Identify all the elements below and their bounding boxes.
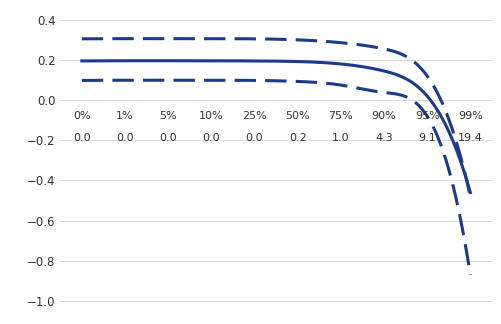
Text: 99%: 99% (457, 111, 482, 121)
Text: 0.0: 0.0 (159, 133, 177, 143)
Text: 0.0: 0.0 (73, 133, 91, 143)
Text: 1%: 1% (116, 111, 134, 121)
Text: 19.4: 19.4 (457, 133, 482, 143)
Text: 5%: 5% (159, 111, 177, 121)
Text: 0.0: 0.0 (202, 133, 220, 143)
Text: 10%: 10% (198, 111, 223, 121)
Text: 0%: 0% (73, 111, 91, 121)
Text: 90%: 90% (371, 111, 396, 121)
Text: 0.0: 0.0 (116, 133, 134, 143)
Text: 0.0: 0.0 (245, 133, 263, 143)
Text: 0.2: 0.2 (288, 133, 306, 143)
Text: 1.0: 1.0 (331, 133, 349, 143)
Text: 50%: 50% (285, 111, 310, 121)
Text: 9.1: 9.1 (417, 133, 435, 143)
Text: 4.3: 4.3 (374, 133, 392, 143)
Text: 95%: 95% (414, 111, 439, 121)
Text: 25%: 25% (241, 111, 267, 121)
Text: 75%: 75% (328, 111, 353, 121)
